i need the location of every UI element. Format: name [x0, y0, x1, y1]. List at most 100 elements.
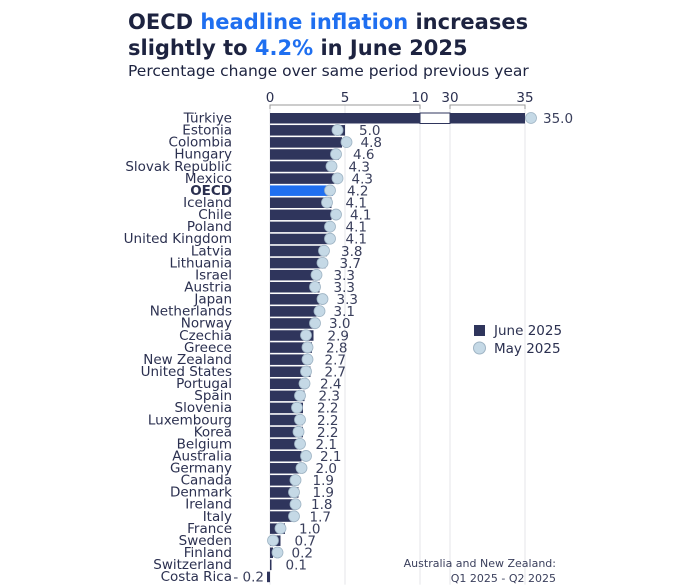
category-label: Luxembourg — [148, 412, 232, 428]
bar-june-2025 — [270, 414, 303, 426]
bar-june-2025 — [270, 281, 320, 293]
value-label: 4.1 — [350, 208, 371, 224]
bar-june-2025 — [270, 233, 332, 245]
x-tick-label: 35 — [516, 90, 533, 106]
note-line2: Q1 2025 - Q2 2025 — [451, 572, 556, 585]
category-label: OECD — [190, 183, 232, 199]
value-label: 0.1 — [286, 558, 307, 574]
category-label: Israel — [195, 267, 232, 283]
value-label: 35.0 — [543, 111, 573, 127]
value-label: 5.0 — [359, 123, 380, 139]
category-label: Latvia — [191, 243, 232, 259]
category-label: Lithuania — [169, 255, 232, 271]
category-label: Germany — [170, 461, 232, 477]
dot-may-2025 — [316, 293, 329, 305]
dot-may-2025 — [330, 148, 342, 161]
category-label: New Zealand — [143, 352, 232, 368]
value-label: 3.0 — [329, 316, 350, 332]
dot-may-2025 — [313, 305, 326, 318]
bar-june-2025 — [270, 378, 306, 390]
chart-subtitle: Percentage change over same period previ… — [128, 62, 529, 80]
bar-june-2025 — [270, 113, 525, 124]
x-tick-label: 30 — [441, 90, 458, 106]
bar-june-2025 — [270, 197, 332, 208]
bar-june-2025 — [270, 137, 342, 148]
legend-label-may: May 2025 — [494, 341, 561, 357]
dot-may-2025 — [300, 329, 312, 342]
bar-june-2025 — [270, 185, 333, 196]
category-label: Greece — [184, 340, 232, 356]
value-label: 3.1 — [334, 304, 355, 320]
bar-june-2025 — [270, 463, 300, 474]
value-label: 2.2 — [317, 425, 338, 441]
bar-june-2025 — [270, 511, 296, 522]
value-label: 4.1 — [346, 220, 367, 236]
dot-may-2025 — [267, 534, 279, 547]
category-label: Costa Rica — [161, 569, 232, 585]
category-label: Ireland — [185, 497, 232, 513]
value-label: 2.1 — [316, 437, 337, 453]
legend-swatch-june — [474, 325, 485, 336]
bar-june-2025 — [270, 390, 305, 402]
value-label: 2.2 — [317, 401, 338, 417]
x-tick-label: 0 — [266, 90, 275, 106]
bar-june-2025 — [270, 209, 332, 221]
category-label: Türkiye — [183, 111, 232, 127]
axis-break-marker — [419, 112, 451, 124]
category-label: Iceland — [183, 195, 232, 211]
value-label: 0.2 — [292, 546, 313, 562]
category-label: Norway — [181, 316, 232, 332]
bar-june-2025 — [270, 475, 299, 486]
axis-segment-right — [449, 104, 526, 109]
bar-june-2025 — [270, 330, 314, 341]
value-label: 2.0 — [316, 461, 337, 477]
dot-may-2025 — [324, 220, 336, 233]
value-label: 2.4 — [320, 377, 341, 393]
bar-june-2025 — [270, 366, 311, 377]
dot-may-2025 — [294, 389, 306, 402]
category-label: Poland — [187, 219, 232, 235]
value-label: 3.3 — [337, 292, 358, 308]
category-label: Australia — [172, 448, 232, 464]
bar-june-2025 — [270, 269, 320, 281]
category-label: Slovenia — [175, 400, 232, 416]
note-line1: Australia and New Zealand: — [404, 557, 556, 570]
legend-swatch-may — [473, 341, 486, 355]
category-label: France — [187, 521, 232, 537]
category-label: United States — [141, 364, 232, 380]
dot-may-2025 — [525, 112, 537, 124]
value-label: 2.7 — [325, 364, 346, 380]
category-label: Denmark — [170, 485, 232, 501]
bar-june-2025 — [270, 306, 317, 317]
bar-june-2025 — [270, 438, 302, 450]
category-label: Netherlands — [150, 304, 232, 320]
dot-may-2025 — [294, 437, 306, 450]
value-label: 3.3 — [334, 280, 355, 296]
category-label: Chile — [198, 207, 232, 223]
chart-title-line2: slightly to 4.2% in June 2025 — [128, 36, 468, 60]
category-label: Belgium — [177, 436, 232, 452]
value-label: 2.9 — [328, 328, 349, 344]
value-label: 1.9 — [313, 485, 334, 501]
dot-may-2025 — [301, 353, 314, 366]
value-label: 4.1 — [346, 195, 367, 211]
dot-may-2025 — [291, 401, 303, 414]
bar-june-2025 — [270, 221, 332, 233]
value-label: 3.3 — [334, 268, 355, 284]
x-tick-label: 5 — [341, 90, 350, 106]
category-label: Italy — [203, 509, 232, 525]
bar-june-2025 — [270, 294, 320, 305]
value-label: 3.7 — [340, 256, 361, 272]
value-label: 4.6 — [353, 147, 374, 163]
value-label: - 0.2 — [233, 570, 264, 586]
category-label: Slovak Republic — [125, 159, 232, 175]
dot-may-2025 — [316, 256, 329, 269]
dot-may-2025 — [331, 124, 344, 136]
category-label: Finland — [184, 545, 232, 561]
value-label: 2.8 — [326, 340, 347, 356]
category-label: United Kingdom — [124, 231, 232, 247]
dot-may-2025 — [271, 546, 284, 559]
bar-june-2025 — [270, 547, 273, 559]
dot-may-2025 — [300, 450, 312, 462]
